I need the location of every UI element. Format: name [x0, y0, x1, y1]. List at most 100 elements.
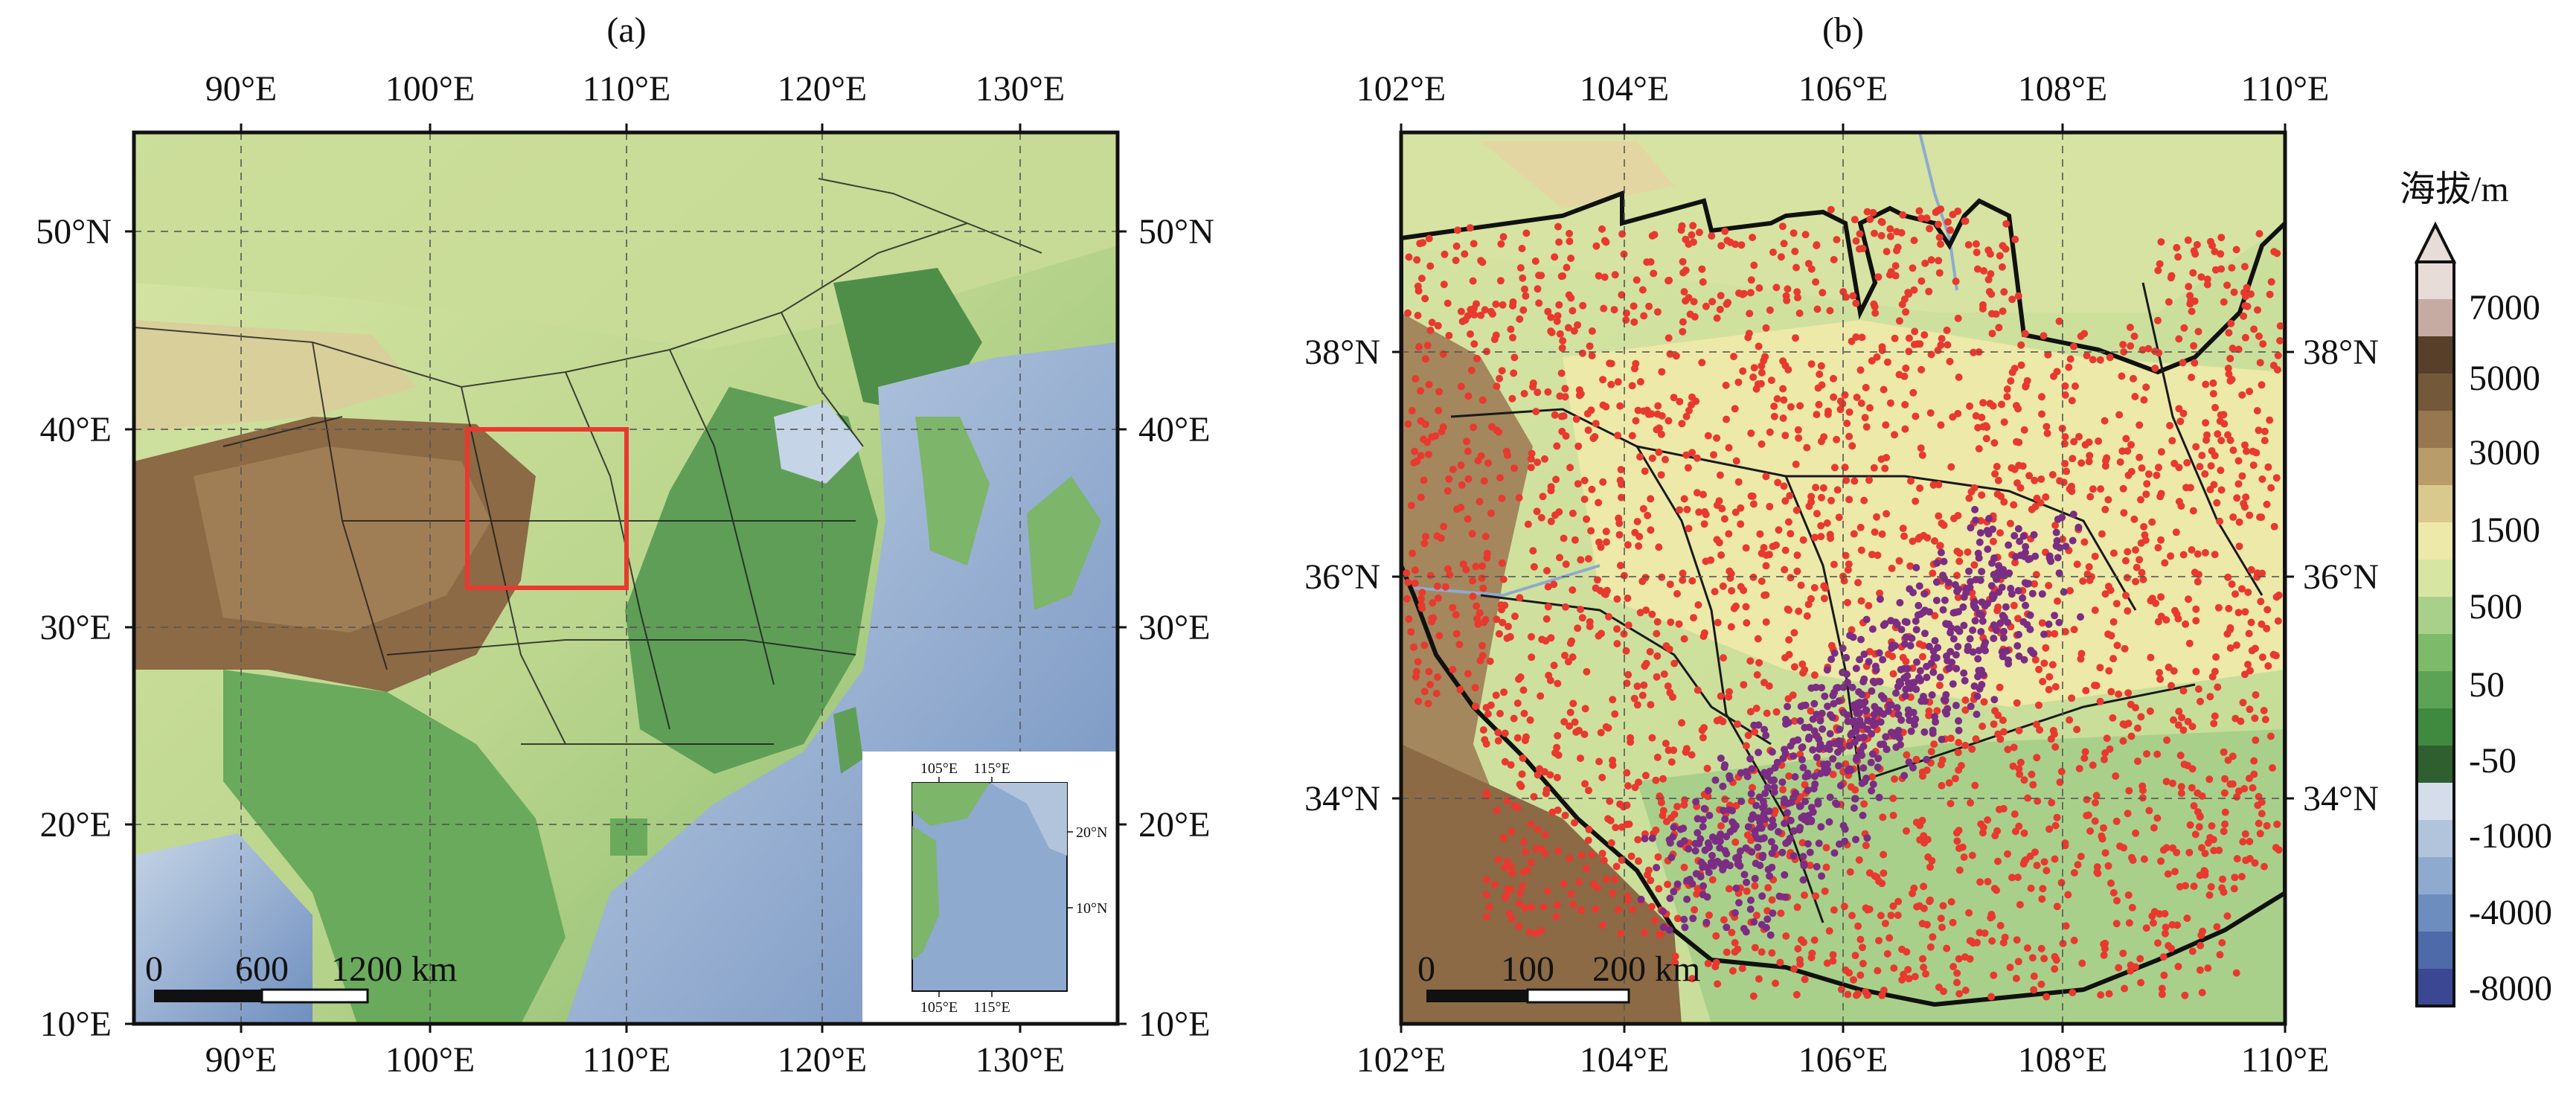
red-point: [2247, 618, 2255, 627]
red-point: [2127, 440, 2135, 449]
red-point: [1874, 551, 1882, 560]
red-point: [2132, 577, 2140, 586]
red-point: [1685, 406, 1693, 414]
red-point: [2037, 980, 2045, 988]
red-point: [1487, 701, 1495, 709]
red-point: [2198, 452, 2206, 460]
red-point: [2211, 248, 2219, 256]
red-point: [1466, 224, 1474, 232]
red-point: [2168, 272, 2176, 280]
red-point: [2234, 480, 2243, 488]
red-point: [1888, 564, 1896, 572]
red-point: [1434, 595, 1442, 602]
red-point: [1657, 798, 1665, 807]
red-point: [2136, 556, 2144, 564]
red-point: [2017, 361, 2025, 369]
red-point: [1433, 532, 1441, 540]
red-point: [1744, 731, 1752, 740]
purple-point: [1863, 725, 1871, 733]
red-point: [1657, 471, 1665, 479]
red-point: [2025, 472, 2034, 480]
red-point: [1469, 277, 1477, 285]
red-point: [1765, 551, 1773, 559]
red-point: [2107, 632, 2115, 640]
red-point: [1758, 368, 1766, 377]
panel-b-scalebar: 0 100 200 km: [1417, 949, 1700, 1004]
purple-point: [1900, 664, 1909, 673]
red-point: [1845, 432, 1853, 440]
red-point: [1907, 477, 1915, 485]
panel-a-right-tick: 20°E: [1138, 805, 1211, 845]
red-point: [1840, 903, 1848, 911]
purple-point: [1905, 758, 1913, 766]
red-point: [2188, 765, 2197, 773]
red-point: [1535, 299, 1543, 307]
panel-b-top-tick: 108°E: [2018, 69, 2108, 109]
red-point: [2185, 283, 2193, 291]
purple-point: [2026, 626, 2034, 633]
red-point: [1658, 368, 1666, 376]
red-point: [1403, 569, 1411, 577]
red-point: [2051, 629, 2059, 638]
red-point: [2224, 756, 2232, 764]
red-point: [1585, 825, 1593, 833]
purple-point: [1681, 923, 1689, 932]
red-point: [1801, 781, 1809, 789]
red-point: [1578, 614, 1586, 622]
red-point: [1492, 331, 1500, 339]
red-point: [1878, 346, 1886, 354]
red-point: [2194, 327, 2202, 336]
red-point: [1965, 909, 1973, 917]
red-point: [1903, 827, 1910, 835]
red-point: [1819, 484, 1827, 492]
red-point: [2249, 784, 2257, 792]
red-point: [2115, 411, 2124, 419]
red-point: [2131, 963, 2139, 971]
red-point: [1497, 240, 1505, 248]
red-point: [1698, 359, 1706, 367]
red-point: [1812, 484, 1820, 492]
red-point: [1403, 595, 1411, 603]
purple-point: [1966, 635, 1974, 643]
red-point: [2173, 243, 2181, 251]
red-point: [2021, 330, 2029, 338]
red-point: [1952, 829, 1961, 837]
red-point: [2107, 688, 2115, 696]
red-point: [2069, 342, 2077, 350]
red-point: [2134, 724, 2141, 732]
red-point: [1719, 717, 1727, 725]
purple-point: [1860, 650, 1868, 659]
red-point: [1414, 658, 1422, 666]
purple-point: [1836, 781, 1845, 789]
red-point: [1644, 866, 1653, 874]
red-point: [1452, 257, 1460, 264]
red-point: [2246, 388, 2254, 395]
red-point: [1602, 403, 1610, 411]
red-point: [1915, 207, 1923, 215]
purple-point: [1917, 676, 1924, 685]
red-point: [1404, 309, 1412, 317]
red-point: [1516, 315, 1524, 323]
red-point: [2150, 824, 2158, 832]
colorbar-cell: [2417, 820, 2454, 858]
red-point: [1441, 250, 1449, 258]
purple-point: [1818, 872, 1825, 880]
red-point: [1801, 231, 1810, 239]
red-point: [2186, 821, 2194, 829]
red-point: [2125, 786, 2133, 795]
panel-b-right-tick: 34°N: [2303, 779, 2379, 818]
red-point: [1979, 399, 1987, 407]
red-point: [1520, 709, 1528, 717]
red-point: [1510, 369, 1518, 377]
red-point: [1810, 936, 1819, 944]
red-point: [1405, 253, 1413, 261]
red-point: [1518, 770, 1526, 778]
red-point: [1418, 589, 1426, 597]
red-point: [1490, 880, 1499, 888]
red-point: [1445, 475, 1453, 483]
red-point: [2009, 762, 2017, 770]
red-point: [1600, 304, 1608, 313]
red-point: [2109, 618, 2118, 626]
red-point: [1747, 836, 1755, 845]
red-point: [2206, 486, 2214, 493]
